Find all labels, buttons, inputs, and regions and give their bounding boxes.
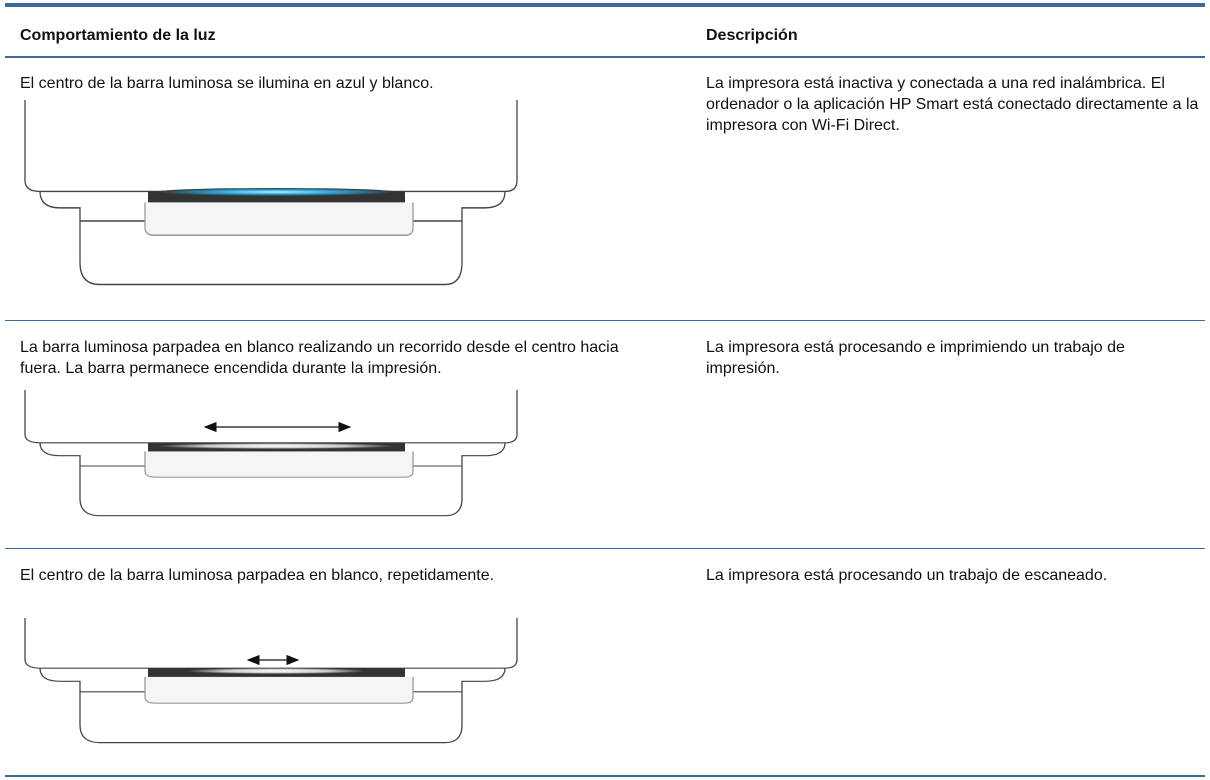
- header-cell: Comportamiento de la luz: [20, 27, 216, 44]
- behavior-cell: El centro de la barra luminosa se ilumin…: [20, 75, 434, 92]
- row-rule: [5, 320, 1205, 321]
- description-cell: La impresora está inactiva y conectada a…: [706, 75, 1199, 134]
- header-cell: Descripción: [706, 27, 798, 44]
- header-rule: [5, 56, 1205, 58]
- table-top-border: [5, 3, 1205, 7]
- table-bottom-border: [5, 775, 1205, 777]
- description-cell: La impresora está procesando un trabajo …: [706, 567, 1108, 584]
- description-cell: La impresora está procesando e imprimien…: [706, 339, 1125, 377]
- behavior-cell: La barra luminosa parpadea en blanco rea…: [20, 339, 619, 377]
- row-rule: [5, 548, 1205, 549]
- behavior-cell: El centro de la barra luminosa parpadea …: [20, 567, 495, 584]
